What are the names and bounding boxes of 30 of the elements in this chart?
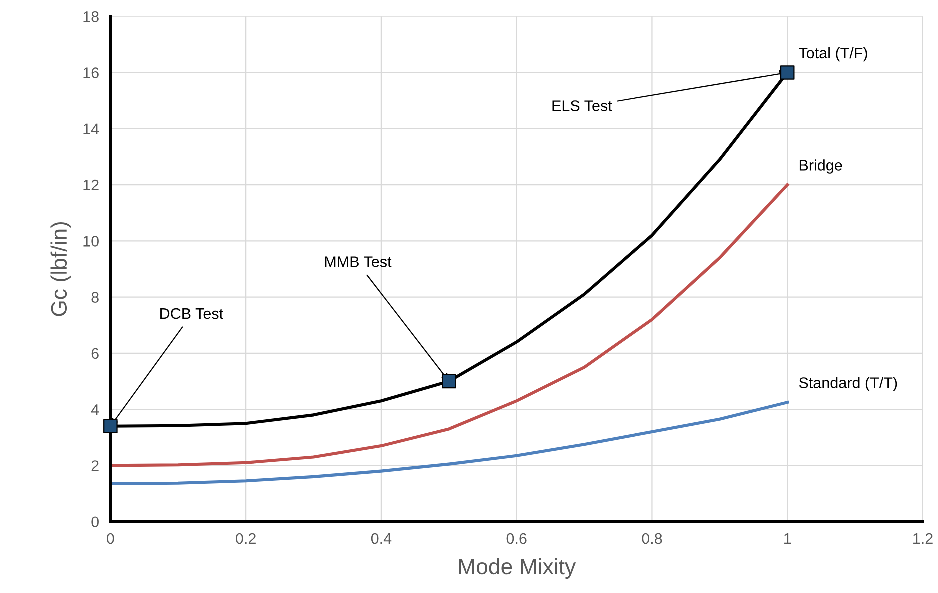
- x-tick-label: 0.2: [236, 533, 256, 544]
- annotation: DCB Test: [160, 308, 224, 320]
- x-tick-label: 0.6: [506, 533, 527, 544]
- x-tick-label: 0: [107, 533, 114, 544]
- y-axis-title: Gc (lbf/in): [50, 222, 72, 316]
- x-axis-title: Mode Mixity: [459, 558, 576, 580]
- series-label: Standard (T/T): [799, 377, 898, 392]
- x-tick-label: 1: [784, 534, 792, 544]
- series-label: Bridge: [800, 160, 842, 174]
- y-tick-label: 8: [92, 292, 99, 303]
- y-tick-label: 0: [92, 516, 99, 528]
- x-tick-label: 0.4: [371, 533, 392, 544]
- y-tick-label: 14: [84, 124, 100, 134]
- line-series: [110, 183, 790, 468]
- point: [442, 374, 456, 389]
- point: [104, 419, 118, 434]
- annotation: ELS Test: [552, 100, 612, 112]
- y-tick-label: 2: [92, 460, 99, 472]
- annotation: MMB Test: [325, 256, 392, 268]
- y-tick-label: 16: [84, 68, 99, 78]
- line-series: [110, 401, 790, 486]
- series-label: Total (T/F): [799, 47, 868, 62]
- x-tick-label: 0.8: [642, 533, 662, 544]
- point: [780, 66, 795, 80]
- y-tick-label: 12: [84, 180, 99, 191]
- y-tick-label: 18: [84, 11, 99, 22]
- x-tick-label: 1.2: [914, 533, 933, 544]
- y-tick-label: 10: [84, 236, 99, 247]
- y-tick-label: 6: [92, 348, 99, 360]
- y-tick-label: 4: [91, 404, 100, 416]
